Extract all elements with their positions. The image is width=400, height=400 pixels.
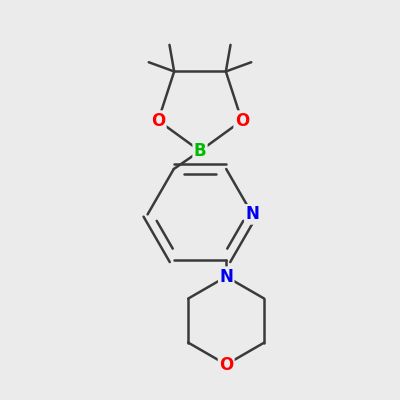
- Text: B: B: [194, 142, 206, 160]
- Text: O: O: [151, 112, 165, 130]
- Text: O: O: [219, 356, 233, 374]
- Text: N: N: [246, 205, 259, 223]
- Text: N: N: [219, 268, 233, 286]
- Text: O: O: [235, 112, 249, 130]
